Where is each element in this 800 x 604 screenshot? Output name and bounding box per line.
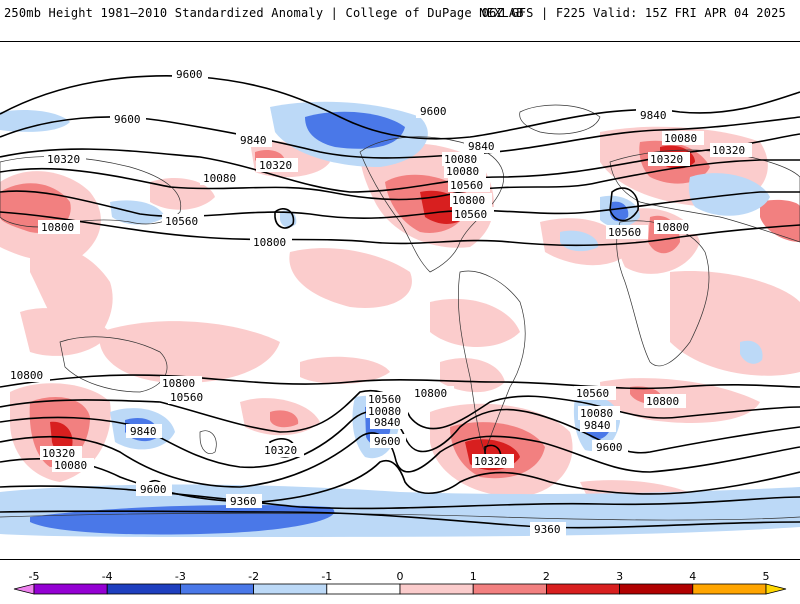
contour-label: 10800 [41,221,74,234]
contour-label: 9360 [534,523,561,536]
colorbar-segment [326,583,401,595]
colorbar-segment [106,583,181,595]
contour-label: 9840 [240,134,267,147]
contour-label: 10800 [452,194,485,207]
colorbar-segment [692,583,767,595]
contour-label: 9600 [420,105,447,118]
contour-label: 10320 [42,447,75,460]
colorbar-segment [13,583,35,595]
contour-label: 10320 [264,444,297,457]
contour-label: 10560 [450,179,483,192]
contour-label: 10560 [165,215,198,228]
colorbar-segment [765,583,787,595]
colorbar-segment [472,583,547,595]
contour-label: 9840 [584,419,611,432]
contour-label: 10560 [608,226,641,239]
contour-label: 9600 [176,68,203,81]
colorbar-tick-label: 1 [470,570,477,583]
contour-label: 9600 [114,113,141,126]
contour-label: 10320 [47,153,80,166]
contour-label: 10800 [162,377,195,390]
contour-label: 10320 [650,153,683,166]
colorbar-tick-label: 4 [689,570,696,583]
colorbar-tick-label: -5 [29,570,40,583]
contour-label: 10080 [444,153,477,166]
colorbar-tick-labels: -5 -4 -3 -2 -1 0 1 2 3 4 5 [29,570,770,583]
contour-label: 9840 [640,109,667,122]
anomaly-colorbar: -5 -4 -3 -2 -1 0 1 2 3 4 5 [0,570,800,600]
contour-label: 10080 [368,405,401,418]
contour-label: 10800 [656,221,689,234]
contour-label: 10320 [474,455,507,468]
colorbar-tick-label: -3 [175,570,186,583]
contour-label: 9600 [596,441,623,454]
colorbar-segment [33,583,108,595]
contour-label: 10080 [664,132,697,145]
colorbar-segment [399,583,474,595]
contour-label: 10560 [454,208,487,221]
colorbar-tick-label: -4 [102,570,113,583]
contour-label: 10560 [170,391,203,404]
anomaly-map: 9600 9600 9840 10080 10560 10800 10320 1… [0,67,800,537]
colorbar-tick-label: -2 [248,570,259,583]
contour-label: 10560 [368,393,401,406]
colorbar-segment [619,583,694,595]
contour-label: 10080 [54,459,87,472]
colorbar-segments [13,583,787,595]
contour-label: 9600 [374,435,401,448]
contour-label: 10560 [576,387,609,400]
contour-label: 9840 [374,416,401,429]
contour-label: 10080 [446,165,479,178]
contour-label: 10800 [414,387,447,400]
colorbar-segment [179,583,254,595]
colorbar-tick-label: 5 [763,570,770,583]
colorbar-tick-label: 2 [543,570,550,583]
contour-label-layer: 9600 9600 9840 10080 10560 10800 10320 1… [8,67,752,536]
header-bar: 250mb Height 1981–2010 Standardized Anom… [0,0,800,40]
contour-label: 9840 [130,425,157,438]
contour-label: 10320 [259,159,292,172]
colorbar-segment [253,583,328,595]
colorbar-segment [546,583,621,595]
contour-label: 10080 [203,172,236,185]
contour-label: 10800 [10,369,43,382]
contour-label: 9600 [140,483,167,496]
contour-label: 10800 [253,236,286,249]
contour-label: 9840 [468,140,495,153]
world-map-panel: 9600 9600 9840 10080 10560 10800 10320 1… [0,41,800,560]
colorbar-svg: -5 -4 -3 -2 -1 0 1 2 3 4 5 [13,570,787,595]
contour-label: 10080 [580,407,613,420]
contour-label: 9360 [230,495,257,508]
colorbar-tick-label: 0 [397,570,404,583]
product-title: 250mb Height 1981–2010 Standardized Anom… [4,6,524,20]
contour-label: 10320 [712,144,745,157]
colorbar-tick-label: -1 [321,570,332,583]
contour-label: 10800 [646,395,679,408]
model-run-info: 06Z GFS | F225 Valid: 15Z FRI APR 04 202… [481,6,786,20]
colorbar-tick-label: 3 [616,570,623,583]
